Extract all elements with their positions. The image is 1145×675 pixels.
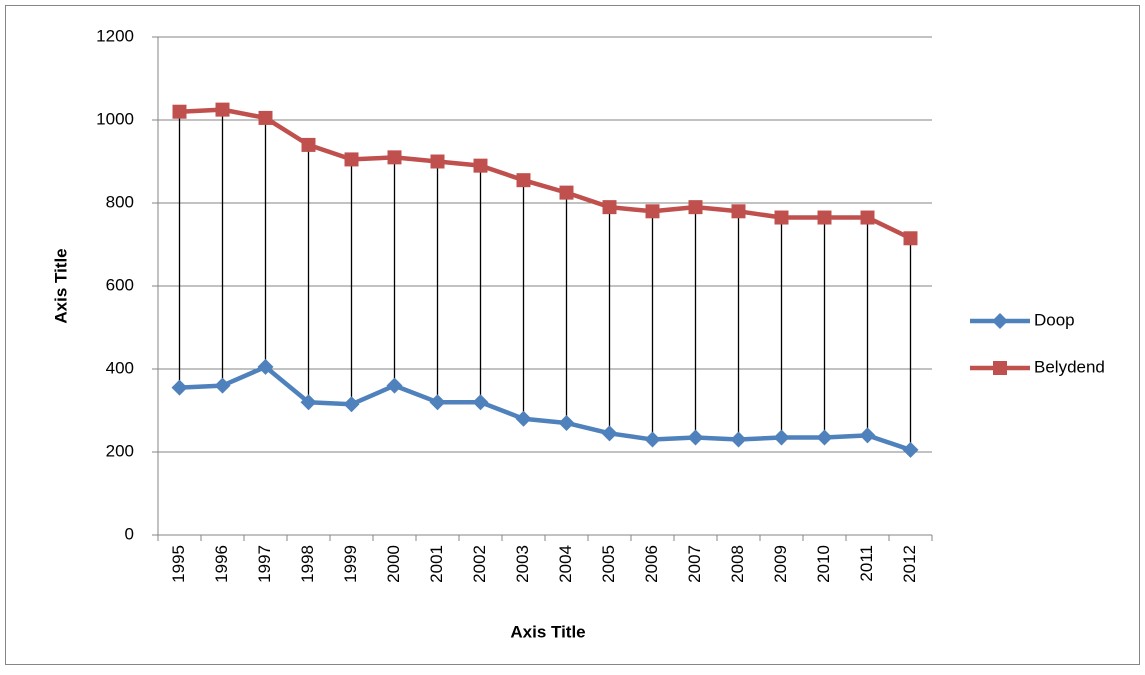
chart-border (5, 5, 1140, 665)
data-point (214, 377, 231, 394)
x-tick-label: 2007 (685, 545, 704, 583)
x-tick-label: 1995 (169, 545, 188, 583)
x-axis-title: Axis Title (510, 622, 585, 641)
y-tick-label: 1200 (96, 26, 134, 45)
data-point (300, 394, 317, 411)
data-point (515, 410, 532, 427)
data-point (601, 425, 618, 442)
data-point (430, 154, 445, 169)
y-tick-label: 600 (106, 275, 134, 294)
y-tick-label: 0 (125, 524, 134, 543)
data-point (429, 394, 446, 411)
data-point (644, 431, 661, 448)
x-tick-label: 2004 (556, 545, 575, 583)
data-point (859, 427, 876, 444)
data-point (731, 204, 746, 219)
series-line (179, 107, 912, 241)
data-point (903, 231, 918, 246)
data-point (687, 429, 704, 446)
data-point (645, 204, 660, 219)
data-point (558, 414, 575, 431)
x-tick-label: 2008 (728, 545, 747, 583)
data-point (386, 377, 403, 394)
x-tick-label: 2012 (900, 545, 919, 583)
y-axis-title: Axis Title (51, 248, 70, 323)
x-tick-label: 2001 (427, 545, 446, 583)
data-point (215, 102, 230, 117)
data-point (387, 150, 402, 165)
data-point (730, 431, 747, 448)
x-tick-label: 1997 (255, 545, 274, 583)
data-point (472, 394, 489, 411)
data-point (301, 137, 316, 152)
x-tick-label: 2002 (470, 545, 489, 583)
data-point (258, 110, 273, 125)
data-point (816, 429, 833, 446)
x-tick-label: 1999 (341, 545, 360, 583)
data-point (171, 379, 188, 396)
data-point (774, 210, 789, 225)
legend-marker (993, 361, 1007, 375)
data-point (902, 441, 919, 458)
x-tick-label: 2003 (513, 545, 532, 583)
x-tick-label: 2000 (384, 545, 403, 583)
y-tick-label: 400 (106, 358, 134, 377)
x-tick-label: 2005 (599, 545, 618, 583)
y-tick-label: 200 (106, 441, 134, 460)
y-tick-label: 800 (106, 192, 134, 211)
x-tick-label: 2009 (771, 545, 790, 583)
data-point (344, 152, 359, 167)
x-tick-label: 1998 (298, 545, 317, 583)
data-point (257, 358, 274, 375)
x-tick-label: 2010 (814, 545, 833, 583)
x-tick-label: 2006 (642, 545, 661, 583)
legend-marker (992, 313, 1008, 329)
legend-label: Doop (1034, 310, 1075, 329)
data-point (817, 210, 832, 225)
data-point (602, 200, 617, 215)
y-tick-label: 1000 (96, 109, 134, 128)
data-point (172, 104, 187, 119)
data-point (516, 173, 531, 188)
data-point (688, 200, 703, 215)
legend-label: Belydend (1034, 357, 1105, 376)
x-tick-label: 2011 (857, 545, 876, 582)
data-point (773, 429, 790, 446)
x-tick-label: 1996 (212, 545, 231, 583)
data-point (343, 396, 360, 413)
data-point (473, 158, 488, 173)
data-point (559, 185, 574, 200)
data-point (860, 210, 875, 225)
